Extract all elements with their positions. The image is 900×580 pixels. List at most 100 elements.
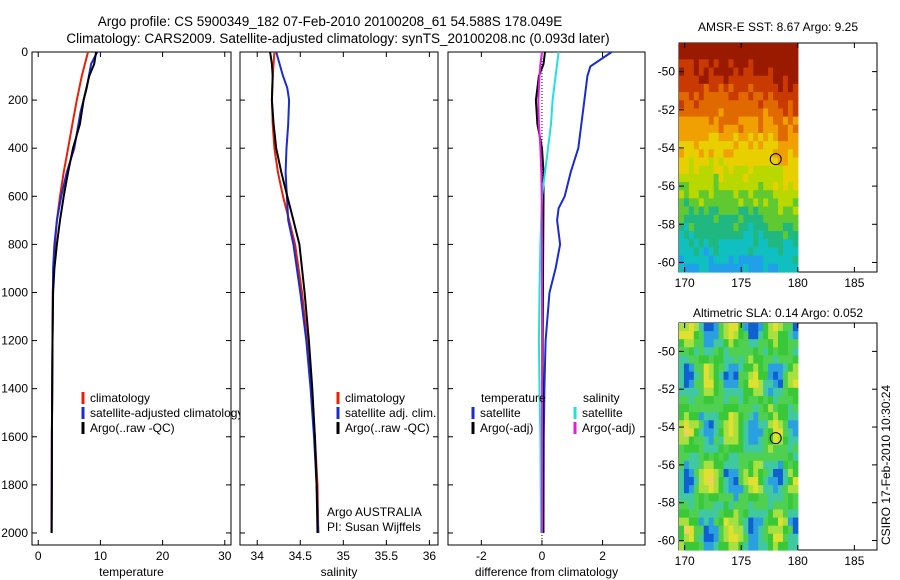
sla-map-cell: [718, 331, 725, 340]
temperature-ytick-label: 1600: [1, 430, 28, 444]
sla-map-cell: [683, 477, 690, 486]
sla-map-cell: [713, 371, 720, 381]
sla-map-cell: [679, 379, 685, 389]
sst-map-cell: [758, 43, 764, 52]
sla-map-cell: [748, 509, 754, 519]
sst-map-cell: [708, 59, 715, 69]
sla-map-cell: [683, 525, 690, 535]
sla-map-cell: [708, 395, 715, 405]
sla-map-cell: [753, 347, 759, 357]
sst-map-cell: [723, 222, 730, 232]
sla-map-cell: [708, 323, 715, 332]
sst-map-cell: [773, 75, 779, 85]
sst-map-cell: [703, 165, 710, 175]
sst-map-cell: [748, 67, 754, 77]
sst-map-cell: [763, 222, 769, 232]
sla-map-cell: [763, 452, 769, 462]
sst-map-cell: [753, 92, 759, 101]
sla-map-cell: [787, 533, 794, 543]
sla-map-cell: [778, 501, 784, 511]
sla-map-xtick-label: 175: [731, 554, 751, 568]
sla-map-cell: [753, 460, 759, 470]
sst-map-cell: [787, 132, 794, 142]
sla-map-cell: [728, 493, 735, 502]
sst-map-cell: [718, 43, 725, 52]
sst-map-cell: [688, 214, 695, 224]
sst-map-cell: [787, 182, 794, 191]
sst-map-cell: [698, 157, 705, 167]
sst-map-cell: [773, 124, 779, 134]
sla-map-cell: [792, 355, 799, 365]
sla-map-cell: [688, 501, 695, 511]
sst-map-cell: [773, 247, 779, 257]
sla-map-cell: [782, 363, 789, 373]
sst-map-ytick-label: -54: [658, 141, 676, 155]
sst-map-cell: [773, 141, 779, 150]
sst-map-cell: [792, 141, 799, 150]
sla-map-cell: [768, 371, 774, 381]
sla-map-cell: [708, 533, 715, 543]
sst-map-cell: [758, 92, 764, 101]
sst-map-cell: [688, 67, 695, 77]
sst-map-cell: [679, 59, 685, 69]
sst-map-cell: [698, 149, 705, 159]
sla-map-cell: [773, 363, 779, 373]
sst-map-cell: [753, 75, 759, 85]
sla-map-cell: [698, 436, 705, 446]
sst-map-cell: [768, 214, 774, 224]
sla-map-cell: [753, 331, 759, 340]
temperature-xtick-label: 0: [35, 549, 42, 563]
sla-map-cell: [683, 347, 690, 357]
sla-map-cell: [763, 379, 769, 389]
sla-map-cell: [679, 436, 685, 446]
sst-map-cell: [758, 141, 764, 150]
sla-map-cell: [758, 379, 764, 389]
sla-map-cell: [698, 444, 705, 454]
sst-map-cell: [718, 149, 725, 159]
sla-map-cell: [778, 404, 784, 413]
sla-map-cell: [713, 444, 720, 454]
sla-map-cell: [768, 363, 774, 373]
sst-map-cell: [679, 116, 685, 126]
sla-map-cell: [782, 477, 789, 486]
sst-map-cell: [688, 247, 695, 257]
sst-map-cell: [728, 206, 735, 216]
sst-map-cell: [733, 263, 739, 273]
sst-map-cell: [743, 247, 749, 257]
sla-map-cell: [713, 323, 720, 332]
sla-map-cell: [688, 452, 695, 462]
sla-map-cell: [683, 541, 690, 551]
sst-map-cell: [688, 100, 695, 110]
sst-map-cell: [708, 198, 715, 208]
sst-map-cell: [723, 59, 730, 69]
sla-map-cell: [748, 533, 754, 543]
sst-map-cell: [792, 157, 799, 167]
sst-map-cell: [713, 132, 720, 142]
sla-map-cell: [733, 387, 739, 397]
sla-map-cell: [758, 339, 764, 348]
sla-map-cell: [718, 444, 725, 454]
sst-map-cell: [758, 231, 764, 240]
sla-map-cell: [728, 444, 735, 454]
sla-map-cell: [792, 339, 799, 348]
sst-map-cell: [787, 173, 794, 183]
sst-map-cell: [683, 59, 690, 69]
sst-map-cell: [713, 124, 720, 134]
sla-map-cell: [773, 493, 779, 502]
sla-map-cell: [708, 444, 715, 454]
sst-map-cell: [718, 132, 725, 142]
sst-map-cell: [753, 198, 759, 208]
sla-map-cell: [693, 371, 700, 381]
sla-map-cell: [753, 371, 759, 381]
sla-map-cell: [782, 347, 789, 357]
sla-map-cell: [768, 541, 774, 551]
sla-map-cell: [708, 517, 715, 527]
sst-map-cell: [768, 108, 774, 118]
sla-map-cell: [728, 509, 735, 519]
sla-map-cell: [792, 525, 799, 535]
sst-map-cell: [758, 263, 764, 273]
sst-map-cell: [693, 206, 700, 216]
sla-map-cell: [792, 493, 799, 502]
sst-map-argo-marker: [769, 153, 782, 166]
sla-map-cell: [778, 387, 784, 397]
